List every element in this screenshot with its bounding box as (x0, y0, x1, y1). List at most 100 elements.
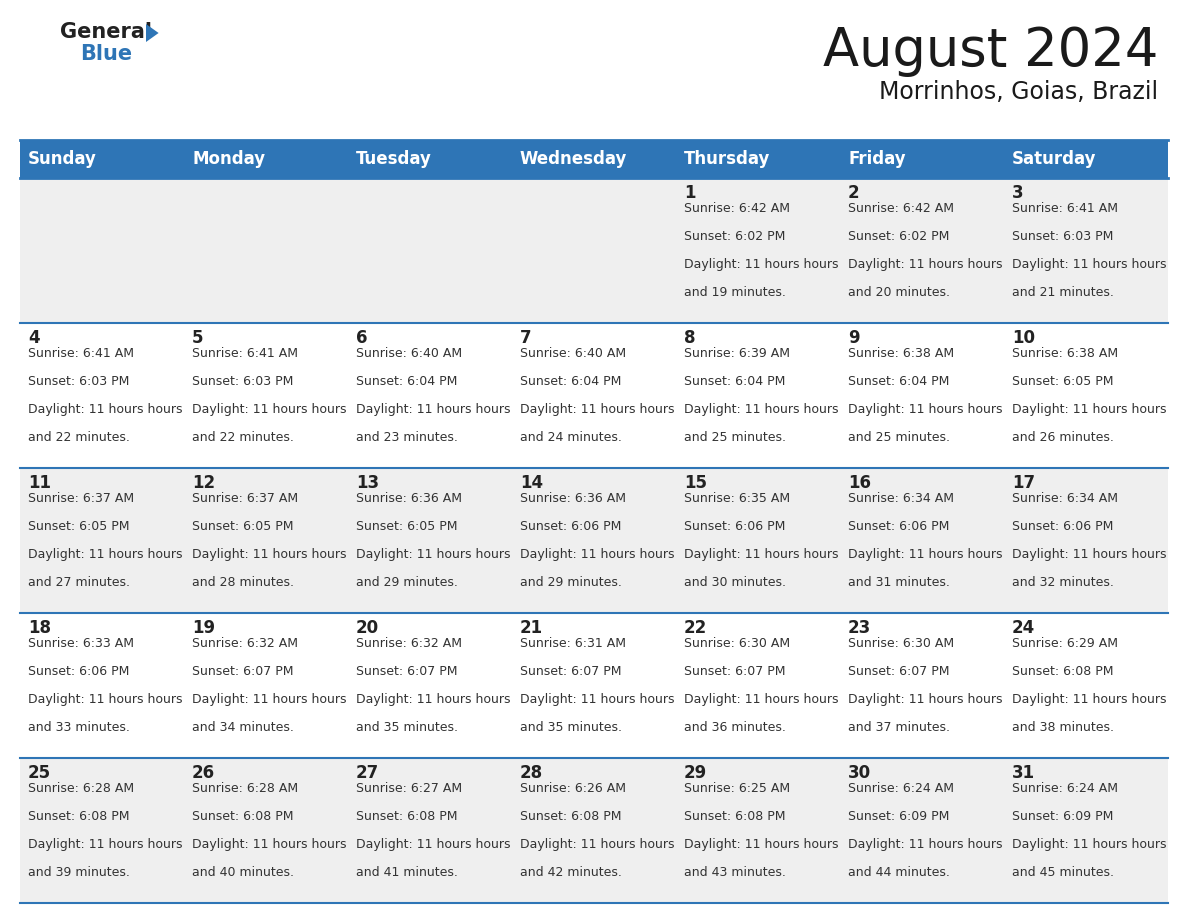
Text: Daylight: 11 hours hours: Daylight: 11 hours hours (684, 548, 839, 561)
Text: Sunday: Sunday (29, 150, 97, 168)
Bar (20, 178, 184, 323)
Bar (512, 178, 676, 323)
Text: Sunrise: 6:31 AM: Sunrise: 6:31 AM (520, 637, 626, 650)
Text: and 28 minutes.: and 28 minutes. (192, 576, 293, 588)
Text: Sunrise: 6:30 AM: Sunrise: 6:30 AM (684, 637, 790, 650)
Text: Sunrise: 6:38 AM: Sunrise: 6:38 AM (848, 347, 954, 360)
Text: General: General (61, 22, 152, 42)
Text: Sunrise: 6:24 AM: Sunrise: 6:24 AM (1012, 782, 1118, 795)
Text: 5: 5 (192, 329, 203, 347)
Text: Sunset: 6:05 PM: Sunset: 6:05 PM (192, 520, 293, 532)
Text: 29: 29 (684, 764, 707, 782)
Text: 6: 6 (356, 329, 367, 347)
Text: and 22 minutes.: and 22 minutes. (29, 431, 129, 443)
Text: and 42 minutes.: and 42 minutes. (520, 866, 621, 879)
Text: Sunrise: 6:28 AM: Sunrise: 6:28 AM (29, 782, 134, 795)
Text: Sunrise: 6:38 AM: Sunrise: 6:38 AM (1012, 347, 1118, 360)
Text: Sunset: 6:07 PM: Sunset: 6:07 PM (848, 665, 949, 677)
Text: Sunrise: 6:33 AM: Sunrise: 6:33 AM (29, 637, 134, 650)
Text: 4: 4 (29, 329, 39, 347)
Text: Sunset: 6:02 PM: Sunset: 6:02 PM (684, 230, 785, 243)
Text: Sunrise: 6:36 AM: Sunrise: 6:36 AM (520, 492, 626, 505)
Text: and 24 minutes.: and 24 minutes. (520, 431, 621, 443)
Text: Sunset: 6:03 PM: Sunset: 6:03 PM (1012, 230, 1113, 243)
Bar (1004, 468, 1168, 613)
Text: 23: 23 (848, 619, 871, 637)
Text: Sunrise: 6:25 AM: Sunrise: 6:25 AM (684, 782, 790, 795)
Text: Daylight: 11 hours hours: Daylight: 11 hours hours (192, 548, 347, 561)
Bar (676, 323, 840, 468)
Text: 10: 10 (1012, 329, 1035, 347)
Text: Sunset: 6:05 PM: Sunset: 6:05 PM (29, 520, 129, 532)
Text: Sunset: 6:06 PM: Sunset: 6:06 PM (684, 520, 785, 532)
Text: Daylight: 11 hours hours: Daylight: 11 hours hours (1012, 548, 1167, 561)
Text: 11: 11 (29, 474, 51, 492)
Text: 17: 17 (1012, 474, 1035, 492)
Bar (676, 468, 840, 613)
Text: and 34 minutes.: and 34 minutes. (192, 721, 293, 733)
Bar (1004, 613, 1168, 758)
Text: Sunrise: 6:40 AM: Sunrise: 6:40 AM (520, 347, 626, 360)
Text: Daylight: 11 hours hours: Daylight: 11 hours hours (848, 693, 1003, 706)
Text: Sunset: 6:07 PM: Sunset: 6:07 PM (520, 665, 621, 677)
Text: Wednesday: Wednesday (520, 150, 627, 168)
Bar (840, 140, 1004, 178)
Bar (840, 613, 1004, 758)
Text: Sunset: 6:08 PM: Sunset: 6:08 PM (684, 810, 785, 823)
Text: Sunrise: 6:32 AM: Sunrise: 6:32 AM (192, 637, 298, 650)
Bar (184, 758, 348, 903)
Text: Sunrise: 6:24 AM: Sunrise: 6:24 AM (848, 782, 954, 795)
Text: and 29 minutes.: and 29 minutes. (520, 576, 621, 588)
Polygon shape (146, 24, 159, 42)
Text: Sunset: 6:06 PM: Sunset: 6:06 PM (1012, 520, 1113, 532)
Bar (20, 323, 184, 468)
Bar (676, 178, 840, 323)
Text: Daylight: 11 hours hours: Daylight: 11 hours hours (848, 548, 1003, 561)
Bar (1004, 758, 1168, 903)
Text: Sunrise: 6:26 AM: Sunrise: 6:26 AM (520, 782, 626, 795)
Text: 21: 21 (520, 619, 543, 637)
Text: Daylight: 11 hours hours: Daylight: 11 hours hours (356, 693, 511, 706)
Text: and 43 minutes.: and 43 minutes. (684, 866, 786, 879)
Text: Daylight: 11 hours hours: Daylight: 11 hours hours (520, 548, 675, 561)
Text: Daylight: 11 hours hours: Daylight: 11 hours hours (684, 693, 839, 706)
Text: Tuesday: Tuesday (356, 150, 432, 168)
Text: Daylight: 11 hours hours: Daylight: 11 hours hours (29, 838, 183, 851)
Bar (840, 178, 1004, 323)
Text: 15: 15 (684, 474, 707, 492)
Bar (348, 613, 512, 758)
Text: Sunrise: 6:29 AM: Sunrise: 6:29 AM (1012, 637, 1118, 650)
Text: Daylight: 11 hours hours: Daylight: 11 hours hours (356, 548, 511, 561)
Text: Sunrise: 6:34 AM: Sunrise: 6:34 AM (1012, 492, 1118, 505)
Text: and 38 minutes.: and 38 minutes. (1012, 721, 1114, 733)
Text: Daylight: 11 hours hours: Daylight: 11 hours hours (684, 403, 839, 416)
Text: and 44 minutes.: and 44 minutes. (848, 866, 950, 879)
Text: Sunrise: 6:35 AM: Sunrise: 6:35 AM (684, 492, 790, 505)
Text: and 45 minutes.: and 45 minutes. (1012, 866, 1114, 879)
Bar (512, 140, 676, 178)
Text: Sunrise: 6:32 AM: Sunrise: 6:32 AM (356, 637, 462, 650)
Text: Daylight: 11 hours hours: Daylight: 11 hours hours (1012, 403, 1167, 416)
Text: and 41 minutes.: and 41 minutes. (356, 866, 457, 879)
Text: 9: 9 (848, 329, 860, 347)
Bar (348, 323, 512, 468)
Text: Sunrise: 6:39 AM: Sunrise: 6:39 AM (684, 347, 790, 360)
Text: 16: 16 (848, 474, 871, 492)
Text: Daylight: 11 hours hours: Daylight: 11 hours hours (848, 258, 1003, 271)
Bar (840, 758, 1004, 903)
Bar (184, 140, 348, 178)
Text: and 23 minutes.: and 23 minutes. (356, 431, 457, 443)
Text: Sunset: 6:09 PM: Sunset: 6:09 PM (1012, 810, 1113, 823)
Text: Daylight: 11 hours hours: Daylight: 11 hours hours (684, 838, 839, 851)
Text: Daylight: 11 hours hours: Daylight: 11 hours hours (29, 693, 183, 706)
Text: Daylight: 11 hours hours: Daylight: 11 hours hours (848, 403, 1003, 416)
Text: and 20 minutes.: and 20 minutes. (848, 285, 950, 298)
Text: Sunset: 6:05 PM: Sunset: 6:05 PM (1012, 375, 1113, 388)
Text: Sunset: 6:05 PM: Sunset: 6:05 PM (356, 520, 457, 532)
Bar (184, 178, 348, 323)
Text: Sunset: 6:04 PM: Sunset: 6:04 PM (684, 375, 785, 388)
Bar (676, 613, 840, 758)
Text: Friday: Friday (848, 150, 905, 168)
Text: Sunrise: 6:42 AM: Sunrise: 6:42 AM (684, 202, 790, 215)
Text: and 40 minutes.: and 40 minutes. (192, 866, 293, 879)
